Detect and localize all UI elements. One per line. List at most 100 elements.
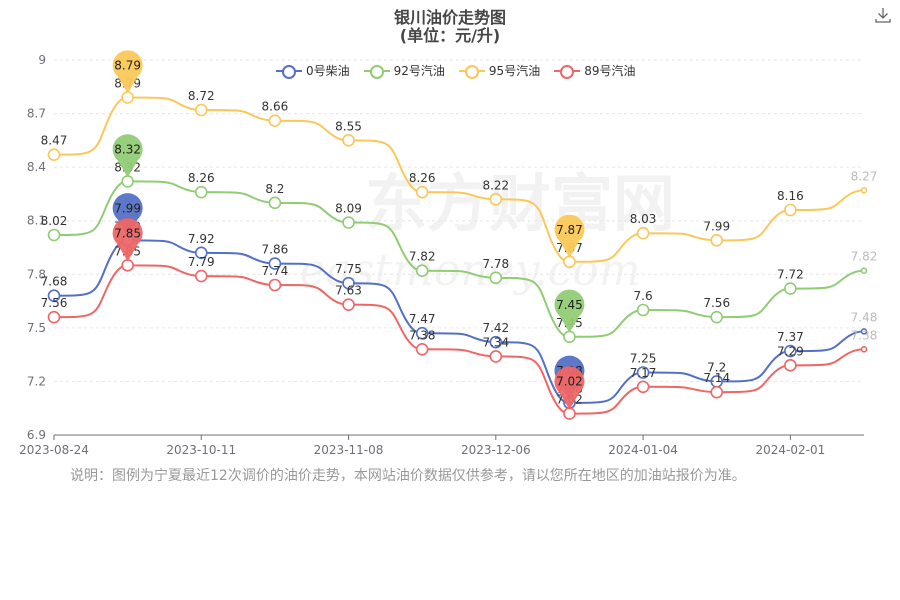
data-point[interactable] <box>194 269 208 283</box>
data-point[interactable] <box>342 134 355 147</box>
download-icon[interactable] <box>874 6 892 24</box>
legend-item-3[interactable]: 89号汽油 <box>554 62 635 79</box>
data-label: 7.42 <box>482 321 509 335</box>
data-point[interactable] <box>415 264 429 278</box>
x-tick-label: 2024-02-01 <box>755 443 825 457</box>
data-point[interactable] <box>47 310 61 324</box>
data-point[interactable] <box>268 196 282 210</box>
min-marker-2-label: 7.87 <box>556 223 583 237</box>
data-label: 7.17 <box>630 366 657 380</box>
max-marker-0-label: 7.99 <box>114 201 141 215</box>
data-label: 8.22 <box>482 178 509 192</box>
legend-swatch <box>458 64 485 79</box>
data-point[interactable] <box>636 226 650 240</box>
legend-label: 92号汽油 <box>393 64 445 78</box>
data-point[interactable] <box>268 257 282 270</box>
data-point[interactable] <box>860 187 868 194</box>
y-tick-label: 6.9 <box>27 428 46 442</box>
data-label: 7.14 <box>703 371 730 385</box>
max-marker-1-label: 8.32 <box>114 142 141 156</box>
data-point[interactable] <box>636 380 650 394</box>
data-point[interactable] <box>563 330 576 344</box>
data-label: 7.56 <box>703 296 730 310</box>
data-point[interactable] <box>860 328 868 335</box>
data-label: 8.55 <box>335 119 362 133</box>
data-point[interactable] <box>342 298 355 311</box>
data-point[interactable] <box>784 359 797 372</box>
data-label: 7.34 <box>482 335 509 349</box>
data-label: 7.75 <box>335 262 362 276</box>
data-label: 7.92 <box>188 232 215 246</box>
chart-note: 说明：图例为宁夏最近12次调价的油价走势，本网站油价数据仅供参考，请以您所在地区… <box>70 468 746 484</box>
data-point[interactable] <box>710 234 724 247</box>
data-point[interactable] <box>415 342 429 356</box>
data-point[interactable] <box>489 350 503 363</box>
data-point[interactable] <box>563 407 576 420</box>
data-point[interactable] <box>784 203 797 217</box>
data-point[interactable] <box>860 267 868 275</box>
data-label: 7.74 <box>262 264 289 278</box>
legend-item-0[interactable]: 0号柴油 <box>276 62 350 79</box>
data-point[interactable] <box>489 192 503 206</box>
data-point[interactable] <box>268 114 282 128</box>
data-point[interactable] <box>47 228 61 242</box>
data-point[interactable] <box>342 276 355 290</box>
data-point[interactable] <box>784 282 797 295</box>
max-marker-0: 7.99 <box>112 193 143 237</box>
max-marker-2-label: 8.79 <box>114 59 141 73</box>
legend-item-1[interactable]: 92号汽油 <box>363 62 445 79</box>
data-label: 7.82 <box>409 250 436 264</box>
legend-label: 89号汽油 <box>584 64 636 78</box>
legend-swatch <box>363 64 390 79</box>
data-point[interactable] <box>342 216 355 229</box>
legend-label: 95号汽油 <box>488 64 541 78</box>
data-label: 7.86 <box>262 243 289 257</box>
data-point[interactable] <box>489 271 503 285</box>
data-point[interactable] <box>636 303 650 317</box>
data-label: 8.02 <box>41 214 68 228</box>
y-tick-label: 9 <box>38 53 46 67</box>
data-point[interactable] <box>47 148 61 161</box>
chart-title: 银川油价走势图 <box>393 8 506 27</box>
data-point[interactable] <box>636 366 650 379</box>
data-point[interactable] <box>563 255 576 269</box>
data-point[interactable] <box>121 175 134 188</box>
data-point[interactable] <box>860 345 868 353</box>
data-label: 8.66 <box>262 100 289 114</box>
data-label: 7.47 <box>409 312 436 326</box>
data-point[interactable] <box>784 344 797 358</box>
data-point[interactable] <box>710 310 724 324</box>
chart-subtitle: (单位：元/升) <box>399 26 501 45</box>
y-tick-label: 8.1 <box>27 214 46 228</box>
data-label: 8.2 <box>265 182 284 196</box>
y-tick-label: 7.5 <box>27 321 46 335</box>
y-tick-label: 8.4 <box>27 160 46 174</box>
data-label: 8.72 <box>188 89 215 103</box>
data-point[interactable] <box>194 185 208 199</box>
y-tick-label: 8.7 <box>27 107 46 121</box>
data-point[interactable] <box>194 103 208 117</box>
max-marker-3-label: 7.85 <box>114 226 141 240</box>
data-label: 7.79 <box>188 255 215 269</box>
data-point[interactable] <box>47 289 61 303</box>
data-point[interactable] <box>194 246 208 260</box>
data-label: 7.48 <box>851 310 878 324</box>
min-marker-3: 7.02 <box>554 366 585 410</box>
data-point[interactable] <box>415 185 429 199</box>
data-label: 7.29 <box>777 344 804 358</box>
legend-item-2[interactable]: 95号汽油 <box>458 62 541 79</box>
data-label: 7.63 <box>335 284 362 298</box>
data-point[interactable] <box>268 278 282 292</box>
data-point[interactable] <box>121 91 134 104</box>
data-point[interactable] <box>489 335 503 349</box>
x-tick-label: 2023-12-06 <box>461 443 531 457</box>
data-point[interactable] <box>121 259 134 272</box>
data-point[interactable] <box>710 385 724 399</box>
data-point[interactable] <box>415 326 429 340</box>
data-label: 7.25 <box>630 352 657 366</box>
x-tick-label: 2023-11-08 <box>314 443 384 457</box>
chart-legend: 0号柴油 92号汽油 95号汽油 89号汽油 <box>276 62 635 79</box>
data-label: 7.82 <box>851 250 878 264</box>
